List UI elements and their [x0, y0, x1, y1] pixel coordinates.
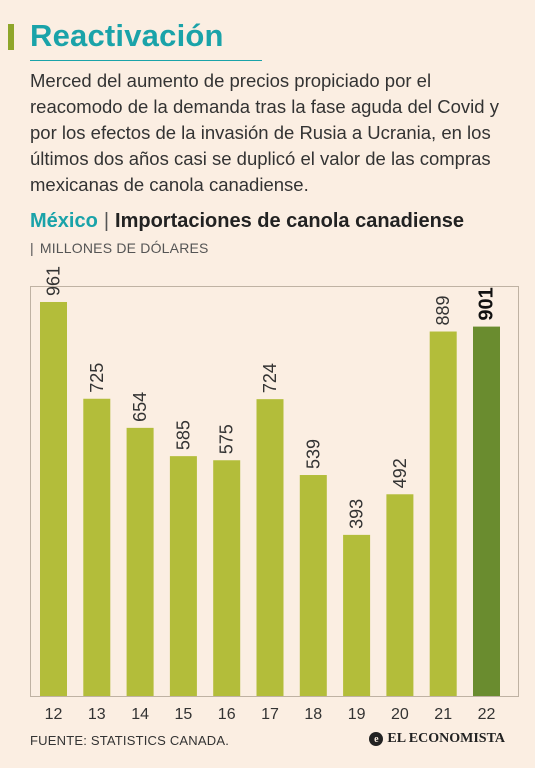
- data-label-21: 889: [433, 295, 453, 325]
- source-note: FUENTE: STATISTICS CANADA.: [30, 733, 230, 748]
- data-label-18: 539: [303, 439, 323, 469]
- data-label-14: 654: [130, 392, 150, 422]
- bar-18: [299, 475, 327, 696]
- x-tick-label-22: 22: [478, 706, 496, 723]
- bar-13: [83, 398, 111, 696]
- bar-15: [169, 456, 197, 696]
- chart-title-separator: |: [103, 210, 110, 232]
- bar-14: [126, 427, 154, 696]
- brand-icon: e: [369, 732, 384, 746]
- x-tick-label-12: 12: [45, 706, 63, 723]
- chart-subtitle-text: MILLONES DE DÓLARES: [39, 240, 209, 256]
- data-label-17: 724: [260, 363, 280, 393]
- data-label-16: 575: [217, 424, 237, 454]
- x-tick-label-20: 20: [391, 706, 409, 723]
- data-label-13: 725: [87, 363, 107, 393]
- bar-21: [429, 331, 457, 696]
- bar-22: [473, 326, 500, 696]
- bar-19: [343, 534, 371, 696]
- chart-subtitle: | MILLONES DE DÓLARES: [30, 240, 209, 256]
- bar-16: [213, 460, 241, 696]
- title-accent-bar: [8, 24, 14, 50]
- intro-text: Merced del aumento de precios propiciado…: [30, 70, 499, 195]
- x-tick-label-21: 21: [434, 706, 452, 723]
- headline-rule: [30, 60, 262, 61]
- headline: Reactivación: [30, 18, 224, 53]
- x-tick-label-13: 13: [88, 706, 106, 723]
- chart-subtitle-separator: |: [30, 240, 34, 256]
- x-tick-label-15: 15: [175, 706, 193, 723]
- data-label-20: 492: [390, 458, 410, 488]
- x-tick-label-19: 19: [348, 706, 366, 723]
- brand-logo: e EL ECONOMISTA: [369, 731, 505, 747]
- data-label-19: 393: [347, 499, 367, 529]
- data-label-12: 961: [44, 266, 64, 296]
- x-tick-label-18: 18: [304, 706, 322, 723]
- chart-title: México | Importaciones de canola canadiens…: [30, 210, 464, 233]
- data-label-15: 585: [173, 420, 193, 450]
- x-tick-label-14: 14: [131, 706, 149, 723]
- data-label-22: 901: [476, 287, 498, 320]
- chart-country: México: [30, 210, 98, 232]
- bar-17: [256, 399, 284, 696]
- brand-name: EL ECONOMISTA: [387, 731, 505, 746]
- plot-frame: [30, 286, 519, 697]
- chart-title-text: Importaciones de canola canadiense: [115, 210, 465, 232]
- x-tick-label-16: 16: [218, 706, 236, 723]
- x-tick-label-17: 17: [261, 706, 279, 723]
- bar-20: [386, 494, 414, 696]
- bar-12: [40, 301, 67, 696]
